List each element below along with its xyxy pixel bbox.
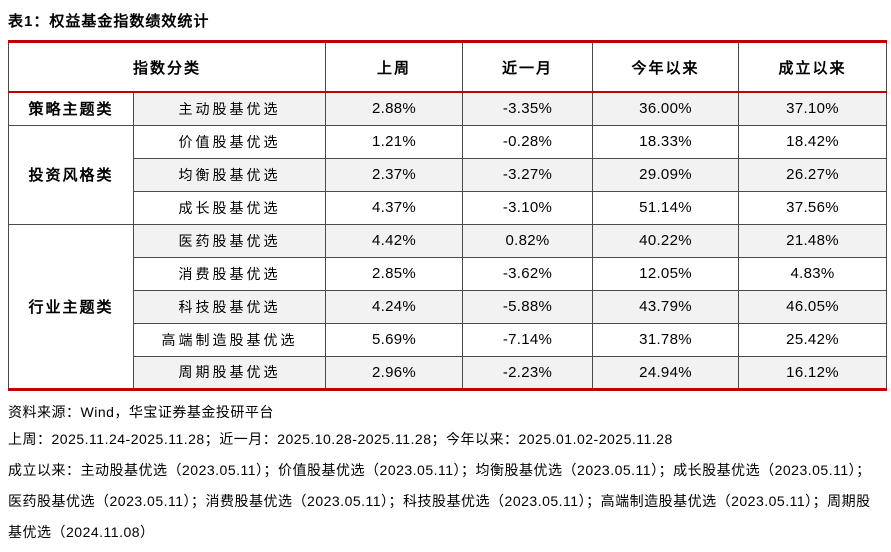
header-classification: 指数分类 <box>7 41 327 93</box>
value-cell: 16.12% <box>738 355 888 390</box>
value-cell: -3.10% <box>462 190 594 225</box>
value-cell: 4.37% <box>325 190 464 225</box>
value-cell: 40.22% <box>592 223 740 258</box>
value-cell: -3.35% <box>462 91 594 126</box>
value-cell: 12.05% <box>592 256 740 291</box>
value-cell: -5.88% <box>462 289 594 324</box>
value-cell: -3.62% <box>462 256 594 291</box>
value-cell: 0.82% <box>462 223 594 258</box>
value-cell: 2.88% <box>325 91 464 126</box>
periods-note: 上周：2025.11.24-2025.11.28；近一月：2025.10.28-… <box>8 430 673 447</box>
index-name-cell: 主动股基优选 <box>132 91 327 126</box>
table-header: 指数分类 上周 近一月 今年以来 成立以来 <box>7 41 888 93</box>
table-row: 高端制造股基优选 5.69% -7.14% 31.78% 25.42% <box>9 322 888 357</box>
header-row: 指数分类 上周 近一月 今年以来 成立以来 <box>7 41 888 93</box>
index-name-cell: 消费股基优选 <box>132 256 327 291</box>
value-cell: 25.42% <box>738 322 888 357</box>
table-body: 策略主题类 主动股基优选 2.88% -3.35% 36.00% 37.10% 投资风格类价… <box>8 91 888 390</box>
value-cell: 37.10% <box>738 91 888 126</box>
value-cell: -0.28% <box>462 124 594 159</box>
value-cell: 21.48% <box>738 223 888 258</box>
index-name-cell: 均衡股基优选 <box>132 157 327 192</box>
value-cell: 29.09% <box>592 157 740 192</box>
table-row: 均衡股基优选 2.37% -3.27% 29.09% 26.27% <box>9 157 888 192</box>
value-cell: -7.14% <box>462 322 594 357</box>
header-year-to-date: 今年以来 <box>592 41 740 93</box>
table-row: 行业主题类 医药股基优选 4.42% 0.82% 40.22% 21.48% <box>8 223 888 390</box>
value-cell: 2.37% <box>325 157 464 192</box>
index-name-cell: 价值股基优选 <box>132 124 327 159</box>
value-cell: 37.56% <box>738 190 888 225</box>
table-row: 成长股基优选 4.37% -3.10% 51.14% 37.56% <box>9 190 888 225</box>
category-cell: 行业主题类 <box>8 223 134 390</box>
value-cell: 5.69% <box>325 322 464 357</box>
header-last-month: 近一月 <box>462 41 594 93</box>
value-cell: 4.24% <box>325 289 464 324</box>
value-cell: 4.83% <box>738 256 888 291</box>
value-cell: 2.85% <box>325 256 464 291</box>
category-cell: 策略主题类 <box>8 91 134 126</box>
table-row: 科技股基优选 4.24% -5.88% 43.79% 46.05% <box>9 289 888 324</box>
index-name-cell: 周期股基优选 <box>132 355 327 390</box>
category-cell: 投资风格类 <box>8 124 134 225</box>
inception-note: 成立以来：主动股基优选（2023.05.11）；价值股基优选（2023.05.1… <box>8 461 871 540</box>
value-cell: 18.42% <box>738 124 888 159</box>
value-cell: -2.23% <box>462 355 594 390</box>
table-row: 投资风格类 价值股基优选 1.21% -0.28% 18.33% 18.42% <box>8 124 888 225</box>
value-cell: 46.05% <box>738 289 888 324</box>
index-name-cell: 成长股基优选 <box>132 190 327 225</box>
value-cell: 18.33% <box>592 124 740 159</box>
table-title: 表1：权益基金指数绩效统计 <box>8 13 210 30</box>
header-last-week: 上周 <box>325 41 464 93</box>
source-note: 资料来源：Wind，华宝证券基金投研平台 <box>8 403 274 420</box>
index-name-cell: 高端制造股基优选 <box>132 322 327 357</box>
value-cell: 31.78% <box>592 322 740 357</box>
value-cell: 36.00% <box>592 91 740 126</box>
performance-table: 指数分类 上周 近一月 今年以来 成立以来 策略主题类 主动股基优选 2.88% -3… <box>7 40 888 391</box>
value-cell: 4.42% <box>325 223 464 258</box>
value-cell: 51.14% <box>592 190 740 225</box>
index-name-cell: 科技股基优选 <box>132 289 327 324</box>
value-cell: 2.96% <box>325 355 464 390</box>
value-cell: 43.79% <box>592 289 740 324</box>
index-name-cell: 医药股基优选 <box>132 223 327 258</box>
table-row: 策略主题类 主动股基优选 2.88% -3.35% 36.00% 37.10% <box>8 91 888 126</box>
value-cell: 26.27% <box>738 157 888 192</box>
table-row: 消费股基优选 2.85% -3.62% 12.05% 4.83% <box>9 256 888 291</box>
footnotes: 上周：2025.11.24-2025.11.28；近一月：2025.10.28-… <box>8 424 876 548</box>
value-cell: -3.27% <box>462 157 594 192</box>
value-cell: 1.21% <box>325 124 464 159</box>
table-row: 周期股基优选 2.96% -2.23% 24.94% 16.12% <box>9 355 888 390</box>
header-since-inception: 成立以来 <box>738 41 888 93</box>
value-cell: 24.94% <box>592 355 740 390</box>
